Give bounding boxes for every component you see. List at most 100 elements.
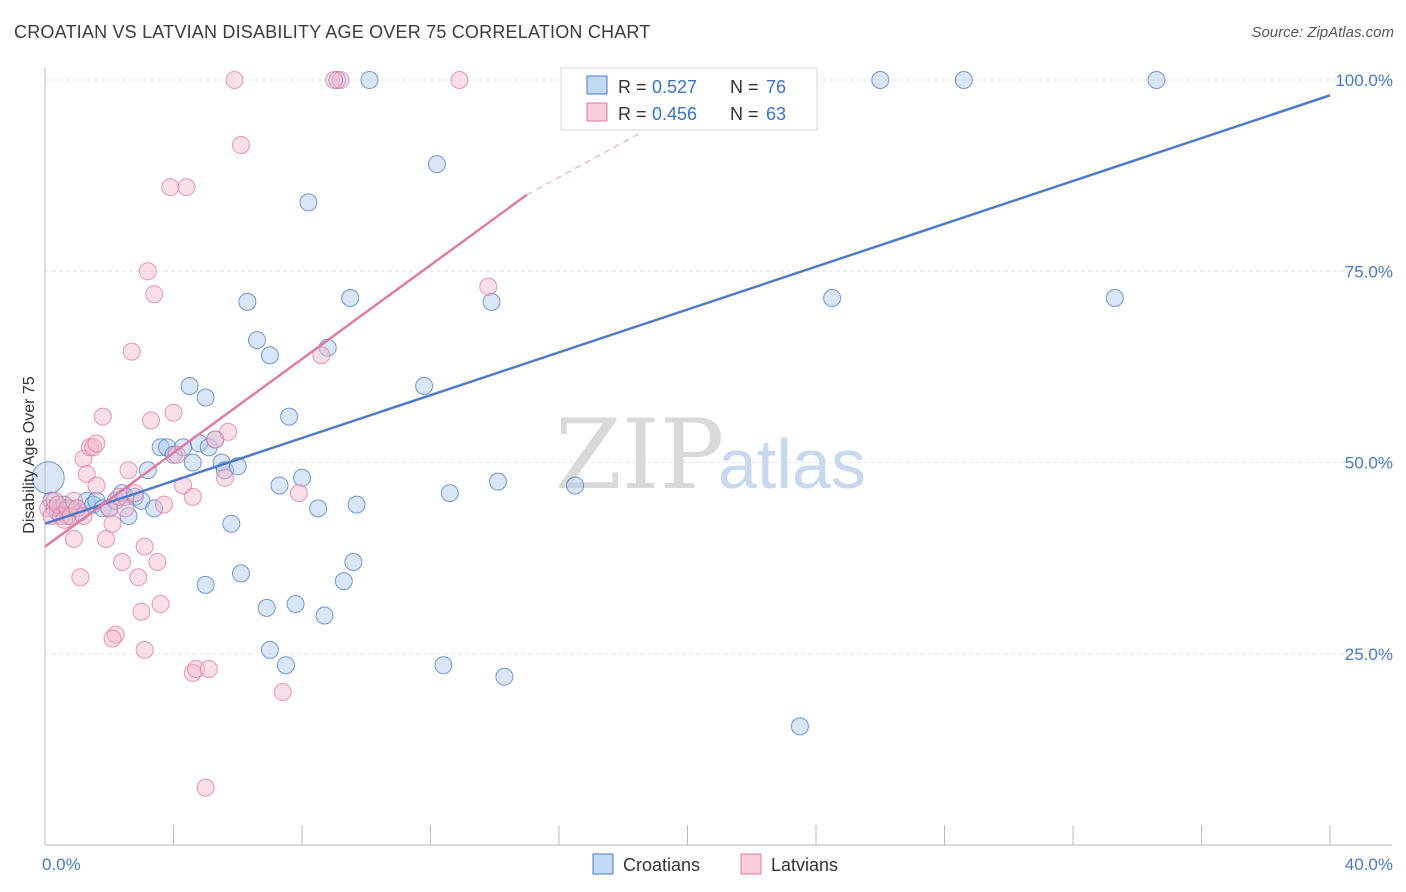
point-croatians <box>257 598 276 617</box>
point-croatians <box>1147 71 1166 89</box>
point-croatians <box>1105 289 1124 307</box>
point-croatians <box>347 495 366 514</box>
point-latvians <box>219 422 238 441</box>
point-croatians <box>280 407 299 426</box>
point-croatians <box>790 717 809 736</box>
point-latvians <box>199 660 218 678</box>
point-croatians <box>270 476 289 495</box>
point-latvians <box>116 499 135 518</box>
point-croatians <box>482 292 501 311</box>
point-croatians <box>31 461 65 495</box>
y-tick-label: 25.0% <box>1345 645 1393 664</box>
bottom-legend-swatch-croatians <box>592 853 614 875</box>
point-latvians <box>161 178 180 197</box>
legend-n-label-latvians: N = <box>730 104 759 124</box>
y-tick-label: 75.0% <box>1345 262 1393 281</box>
watermark: ZIP atlas <box>555 399 866 511</box>
point-latvians <box>113 553 132 571</box>
point-latvians <box>135 537 154 556</box>
point-latvians <box>479 277 498 296</box>
point-croatians <box>248 331 266 350</box>
bottom-legend-latvians: Latvians <box>771 855 838 875</box>
point-croatians <box>196 575 215 594</box>
point-latvians <box>87 434 106 453</box>
point-croatians <box>341 289 360 307</box>
point-latvians <box>93 407 112 426</box>
point-latvians <box>325 71 344 89</box>
trend-line-croatians <box>44 94 1331 525</box>
point-croatians <box>440 484 459 503</box>
point-croatians <box>222 514 241 533</box>
bottom-legend-croatians: Croatians <box>623 855 700 875</box>
y-tick-label: 100.0% <box>1335 71 1393 90</box>
point-latvians <box>177 178 196 197</box>
point-croatians <box>196 388 215 407</box>
point-latvians <box>138 262 157 281</box>
point-croatians <box>199 438 218 457</box>
point-croatians <box>566 476 585 495</box>
trend-extension-latvians <box>526 133 640 196</box>
point-croatians <box>286 595 305 613</box>
point-latvians <box>142 411 160 430</box>
chart-title: CROATIAN VS LATVIAN DISABILITY AGE OVER … <box>14 22 651 42</box>
point-latvians <box>187 660 205 678</box>
point-latvians <box>450 71 469 89</box>
point-latvians <box>164 403 183 422</box>
point-croatians <box>489 472 507 491</box>
point-latvians <box>119 461 138 480</box>
series-legend: Croatians Latvians <box>592 853 838 875</box>
point-croatians <box>823 289 842 307</box>
watermark-atlas: atlas <box>718 425 866 503</box>
point-latvians <box>71 568 90 587</box>
point-croatians <box>145 499 164 518</box>
point-latvians <box>289 484 308 503</box>
point-croatians <box>360 71 379 89</box>
legend-swatch-croatians <box>586 75 608 95</box>
x-tick-label: 40.0% <box>1345 855 1393 874</box>
point-croatians <box>871 71 890 89</box>
point-croatians <box>334 572 353 591</box>
point-croatians <box>180 377 199 395</box>
point-latvians <box>77 465 96 483</box>
bottom-legend-swatch-latvians <box>740 853 762 875</box>
point-latvians <box>132 602 151 621</box>
point-croatians <box>309 499 328 518</box>
legend-n-value-latvians: 63 <box>766 104 786 124</box>
point-croatians <box>427 155 446 174</box>
legend-n-label-croatians: N = <box>730 77 759 97</box>
trend-line-latvians <box>44 193 528 548</box>
point-latvians <box>145 285 164 304</box>
point-croatians <box>260 346 279 365</box>
tick-labels: 25.0% 50.0% 75.0% 100.0% 0.0% 40.0% <box>42 71 1393 874</box>
point-latvians <box>183 487 202 506</box>
point-latvians <box>215 468 234 487</box>
legend-n-value-croatians: 76 <box>766 77 786 97</box>
point-latvians <box>167 445 186 464</box>
point-croatians <box>293 468 311 487</box>
point-croatians <box>415 377 434 395</box>
point-latvians <box>232 136 250 154</box>
grid <box>45 79 1392 655</box>
watermark-zip: ZIP <box>555 399 724 511</box>
point-latvians <box>103 629 122 648</box>
point-latvians <box>129 568 148 587</box>
point-latvians <box>97 530 115 548</box>
point-croatians <box>495 667 514 686</box>
point-croatians <box>260 640 279 659</box>
legend-r-value-latvians: 0.456 <box>652 104 697 124</box>
point-latvians <box>331 71 350 89</box>
point-croatians <box>183 453 202 472</box>
point-croatians <box>238 292 257 311</box>
point-croatians <box>232 564 250 583</box>
point-croatians <box>344 553 363 571</box>
axes <box>44 68 1392 846</box>
point-latvians <box>103 514 122 533</box>
y-axis-label: Disability Age Over 75 <box>21 376 38 534</box>
point-latvians <box>122 342 141 361</box>
point-latvians <box>135 640 154 659</box>
legend-swatch-latvians <box>586 102 608 122</box>
point-latvians <box>154 495 173 514</box>
legend: R = 0.527 N = 76 R = 0.456 N = 63 <box>560 67 818 131</box>
x-tick-label: 0.0% <box>42 855 81 874</box>
source-credit: Source: ZipAtlas.com <box>1251 24 1394 41</box>
